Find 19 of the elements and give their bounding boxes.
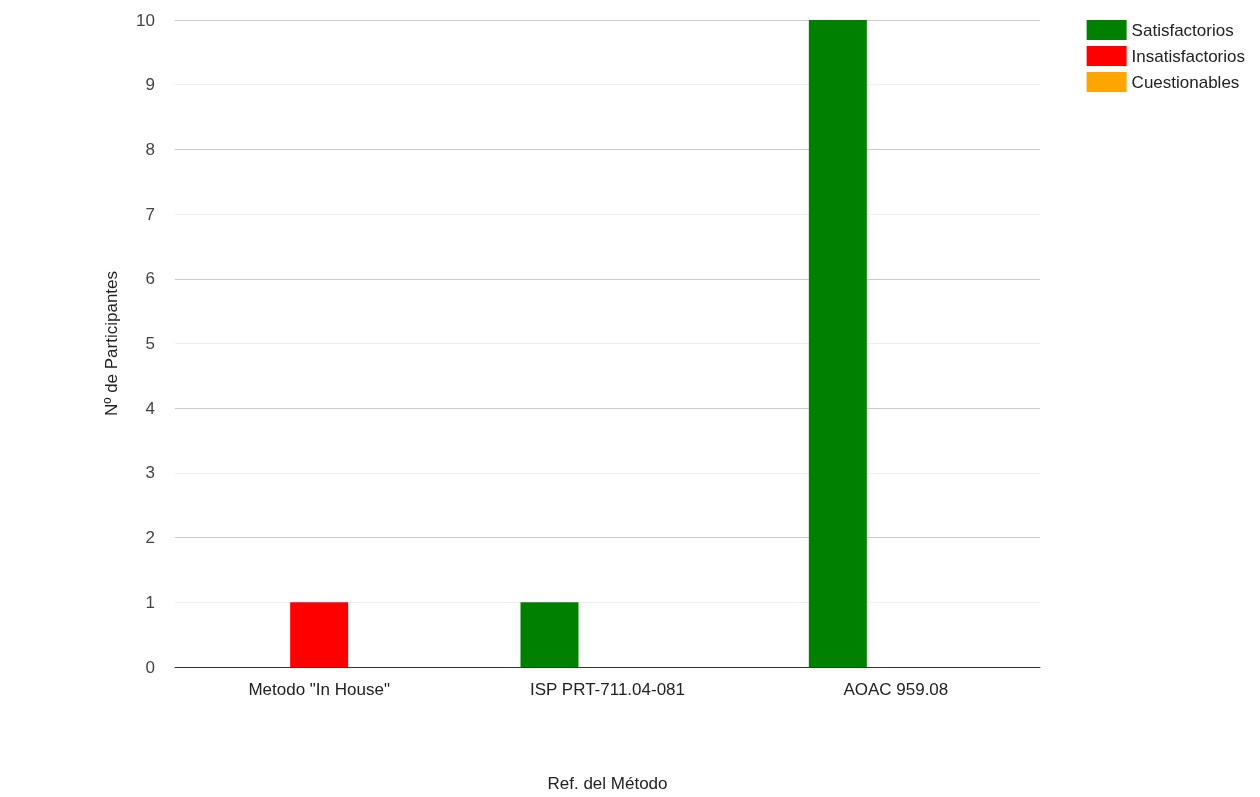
y-tick-label: 9	[145, 75, 155, 95]
legend-label: Insatisfactorios	[1131, 46, 1246, 66]
x-tick-label: Metodo "In House"	[248, 680, 390, 699]
x-tick-label: ISP PRT-711.04-081	[530, 680, 685, 699]
y-tick-label: 6	[145, 269, 155, 289]
y-tick-label: 10	[136, 10, 155, 30]
x-axis-title: Ref. del Método	[547, 774, 668, 793]
y-tick-label: 8	[145, 139, 155, 159]
legend-label: Satisfactorios	[1131, 20, 1234, 40]
y-tick-label: 4	[145, 398, 155, 418]
y-tick-label: 1	[145, 592, 155, 612]
y-tick-label: 5	[145, 334, 155, 353]
y-tick-label: 3	[145, 463, 155, 483]
legend-label: Cuestionables	[1131, 72, 1240, 92]
y-axis-title: Nº de Participantes	[102, 270, 121, 417]
y-tick-label: 7	[145, 204, 155, 224]
y-tick-label: 2	[145, 528, 155, 548]
x-tick-label: AOAC 959.08	[843, 680, 949, 699]
y-tick-label: 0	[145, 657, 155, 677]
